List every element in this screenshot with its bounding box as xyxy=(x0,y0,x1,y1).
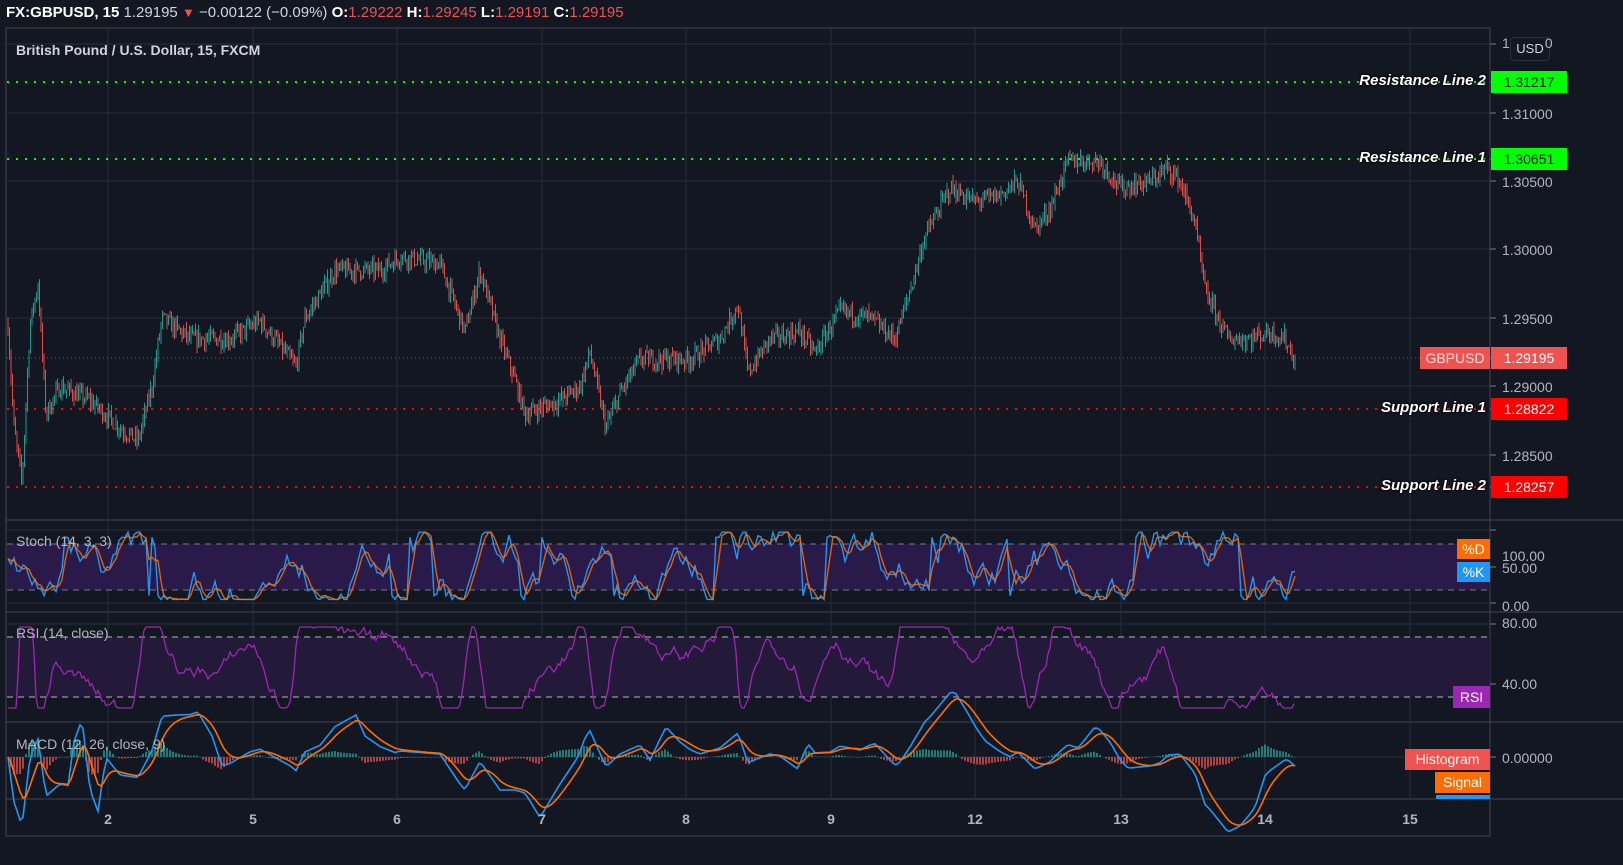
rsi-y-tick: 40.00 xyxy=(1502,676,1538,692)
price-change: −0.00122 (−0.09%) xyxy=(198,4,328,21)
y-tick: 1.29000 xyxy=(1502,379,1553,395)
rsi-tag: RSI xyxy=(1453,686,1490,708)
open-label: O: xyxy=(331,4,349,21)
x-tick: 15 xyxy=(1402,811,1418,827)
macd-legend[interactable]: MACD (12, 26, close, 9) xyxy=(16,736,166,752)
y-tick: 1.28500 xyxy=(1502,448,1553,464)
support-line-1-label: Support Line 1 xyxy=(1381,399,1486,416)
candlesticks xyxy=(7,149,1296,486)
high-label: H: xyxy=(406,4,423,21)
currency-button[interactable]: USD xyxy=(1510,37,1550,61)
stoch-d-tag: %D xyxy=(1457,539,1490,559)
resistance-line-2-label: Resistance Line 2 xyxy=(1359,72,1486,89)
stoch-y-tick: 50.00 xyxy=(1502,560,1538,576)
x-tick: 7 xyxy=(538,811,546,827)
down-arrow-icon: ▼ xyxy=(181,5,195,20)
signal-tag: Signal xyxy=(1435,772,1490,793)
last-price-tag: 1.29195 xyxy=(1491,347,1567,369)
x-tick: 9 xyxy=(827,811,835,827)
low-value: 1.29191 xyxy=(495,4,550,21)
symbol-header: FX:GBPUSD, 15 1.29195 ▼ −0.00122 (−0.09%… xyxy=(0,0,1623,26)
support-line-1-price-tag: 1.28822 xyxy=(1491,398,1567,420)
y-tick-top-partial: 1.31500 xyxy=(1502,35,1553,51)
rsi-band xyxy=(7,637,1490,697)
close-value: 1.29195 xyxy=(569,4,624,21)
symbol-name[interactable]: FX:GBPUSD, 15 xyxy=(6,4,120,21)
stoch-lines xyxy=(7,530,1296,602)
x-tick: 13 xyxy=(1113,811,1129,827)
open-value: 1.29222 xyxy=(348,4,403,21)
resistance-line-1-label: Resistance Line 1 xyxy=(1359,149,1486,166)
y-tick: 1.30000 xyxy=(1502,242,1553,258)
x-tick: 8 xyxy=(682,811,690,827)
macd-tag xyxy=(1436,795,1490,799)
symbol-tag: GBPUSD xyxy=(1420,347,1490,369)
low-label: L: xyxy=(480,4,496,21)
rsi-y-tick: 80.00 xyxy=(1502,615,1538,631)
y-tick: 1.30500 xyxy=(1502,174,1553,190)
support-line-2-price-tag: 1.28257 xyxy=(1491,476,1567,498)
x-tick: 12 xyxy=(967,811,983,827)
x-tick: 6 xyxy=(393,811,401,827)
y-tick: 1.29500 xyxy=(1502,311,1553,327)
rsi-legend[interactable]: RSI (14, close) xyxy=(16,625,109,641)
x-tick: 5 xyxy=(249,811,257,827)
stoch-k-tag: %K xyxy=(1457,562,1490,582)
chart-title: British Pound / U.S. Dollar, 15, FXCM xyxy=(16,42,261,58)
x-tick: 14 xyxy=(1257,811,1273,827)
resistance-line-1-price-tag: 1.30651 xyxy=(1491,148,1567,170)
macd-y-tick: 0.00000 xyxy=(1502,750,1553,766)
stoch-legend[interactable]: Stoch (14, 3, 3) xyxy=(16,533,112,549)
y-tick: 1.31000 xyxy=(1502,106,1553,122)
high-value: 1.29245 xyxy=(422,4,477,21)
x-tick: 2 xyxy=(104,811,112,827)
stoch-y-tick: 100.00 xyxy=(1502,548,1545,564)
stoch-y-tick: 0.00 xyxy=(1502,598,1530,612)
rsi-line xyxy=(8,625,1295,710)
support-line-2-label: Support Line 2 xyxy=(1381,477,1486,494)
macd-lines xyxy=(7,691,1296,833)
histogram-tag: Histogram xyxy=(1405,749,1490,770)
resistance-line-2-price-tag: 1.31217 xyxy=(1491,71,1567,93)
last-price: 1.29195 xyxy=(123,4,178,21)
close-label: C: xyxy=(553,4,570,21)
